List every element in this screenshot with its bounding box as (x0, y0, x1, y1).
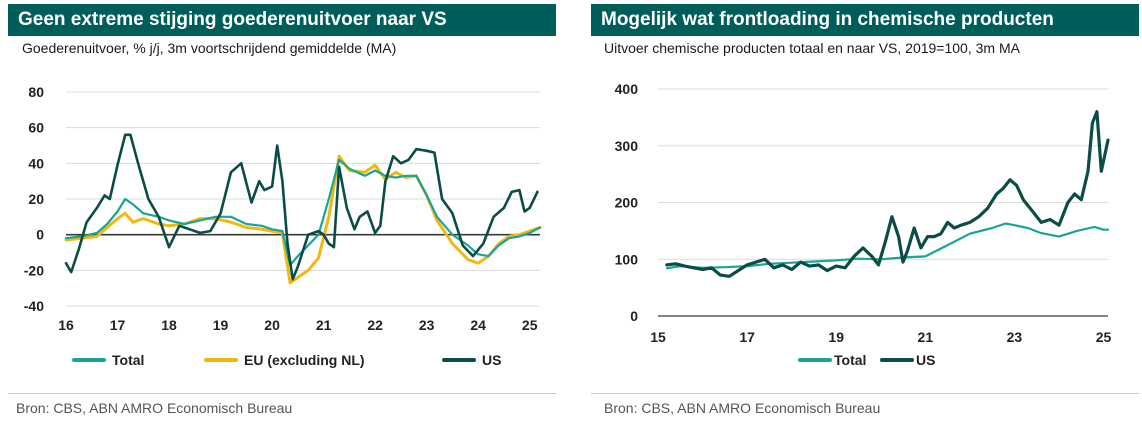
left-chart-title: Geen extreme stijging goederenuitvoer na… (8, 4, 556, 36)
left-legend-label-total: Total (112, 352, 144, 368)
right-chart-title: Mogelijk wat frontloading in chemische p… (591, 4, 1139, 36)
right-series-line-us (665, 110, 1110, 278)
right-chart-subtitle: Uitvoer chemische producten totaal en na… (604, 40, 1020, 56)
left-x-tick-label: 24 (470, 317, 486, 333)
left-y-tick-label: 60 (28, 120, 44, 136)
left-series-line-eu (64, 154, 542, 285)
left-x-tick-label: 22 (367, 317, 383, 333)
right-y-tick-label: 0 (630, 308, 638, 324)
left-x-tick-label: 20 (264, 317, 280, 333)
right-y-tick-label: 100 (615, 251, 639, 267)
left-chart-subtitle: Goederenuitvoer, % j/j, 3m voortschrijde… (22, 40, 397, 56)
left-y-tick-label: -40 (24, 298, 44, 314)
right-x-tick-label: 19 (828, 329, 844, 345)
left-series-line-total (64, 158, 542, 267)
right-legend-label-us: US (916, 352, 935, 368)
right-line-chart: 400 300 200 100 0 15 17 19 21 23 25 Total US (615, 81, 1112, 368)
right-legend-label-total: Total (834, 352, 866, 368)
left-x-tick-label: 18 (161, 317, 177, 333)
right-divider (591, 393, 1139, 394)
right-y-tick-label: 300 (615, 138, 639, 154)
right-x-tick-label: 15 (650, 329, 666, 345)
left-y-tick-label: 40 (28, 155, 44, 171)
left-x-tick-label: 23 (419, 317, 435, 333)
left-y-tick-label: 0 (36, 227, 44, 243)
left-x-tick-label: 19 (213, 317, 229, 333)
left-y-tick-label: -20 (24, 262, 44, 278)
right-x-tick-label: 23 (1007, 329, 1023, 345)
left-x-tick-label: 16 (58, 317, 74, 333)
right-source-note: Bron: CBS, ABN AMRO Economisch Bureau (604, 400, 881, 416)
left-chart-panel: Geen extreme stijging goederenuitvoer na… (0, 0, 556, 424)
left-line-chart: 80 60 40 20 0 -20 -40 16 17 18 19 20 21 22 23 24 25 Total… (24, 84, 542, 368)
left-x-tick-label: 21 (316, 317, 332, 333)
right-y-tick-label: 200 (615, 195, 639, 211)
right-x-tick-label: 25 (1096, 329, 1112, 345)
left-x-tick-label: 17 (110, 317, 126, 333)
left-legend-label-us: US (482, 352, 501, 368)
right-x-tick-label: 21 (918, 329, 934, 345)
right-chart-panel: Mogelijk wat frontloading in chemische p… (586, 0, 1142, 424)
left-y-tick-label: 80 (28, 84, 44, 100)
left-source-note: Bron: CBS, ABN AMRO Economisch Bureau (16, 400, 293, 416)
left-y-tick-label: 20 (28, 191, 44, 207)
left-x-tick-label: 25 (522, 317, 538, 333)
left-series-line-us (64, 133, 539, 281)
right-y-tick-label: 400 (615, 81, 639, 97)
left-divider (8, 393, 556, 394)
right-x-tick-label: 17 (739, 329, 755, 345)
left-legend-label-eu: EU (excluding NL) (244, 352, 365, 368)
